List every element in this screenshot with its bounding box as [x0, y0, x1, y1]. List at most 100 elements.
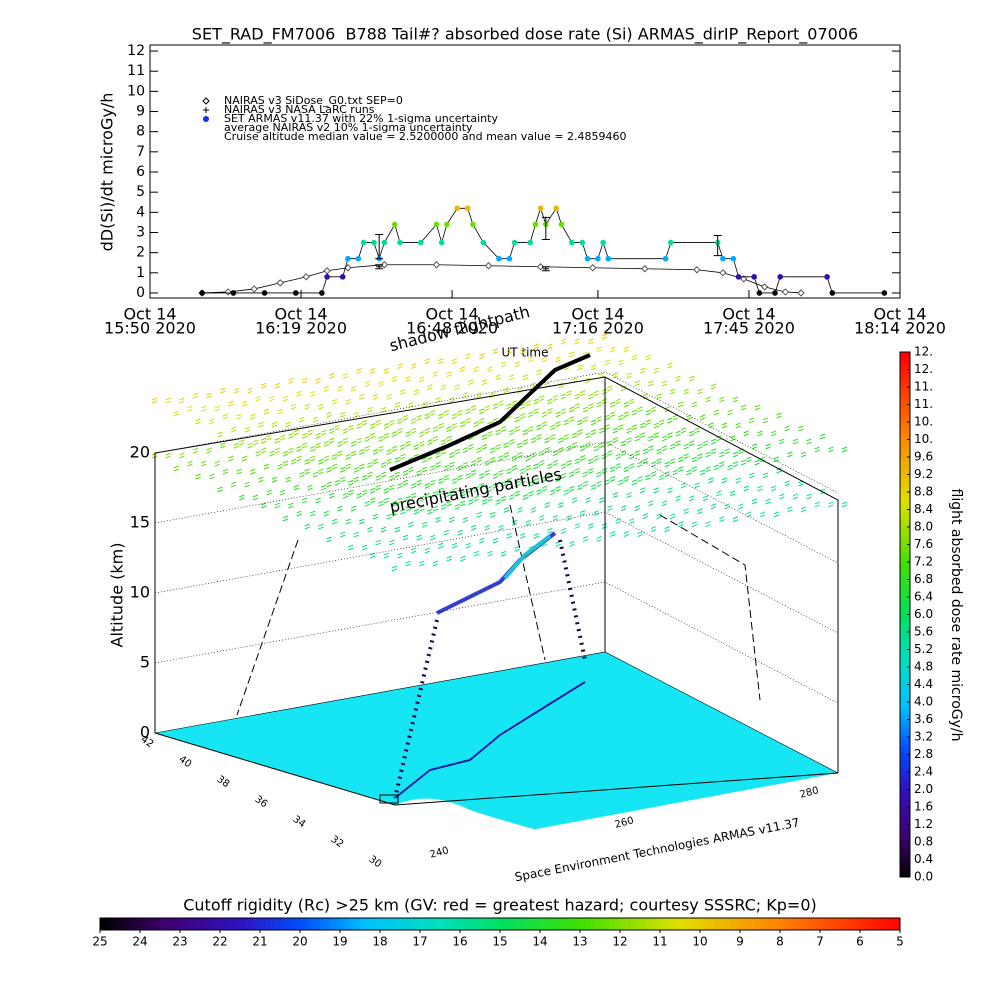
colorbar-tick-label: 4.4	[914, 677, 933, 691]
particle-dash	[339, 411, 346, 418]
colorbar-cell	[900, 672, 910, 678]
particle-dash	[721, 477, 728, 484]
colorbar-cell	[125, 918, 131, 930]
particle-dash	[301, 442, 308, 449]
colorbar-cell	[110, 918, 116, 930]
particle-dash	[517, 451, 523, 458]
particle-dash	[579, 510, 586, 516]
particle-dash	[361, 544, 368, 551]
particle-dash	[500, 481, 507, 487]
particle-dash	[729, 490, 736, 497]
particle-dash	[582, 535, 589, 542]
colorbar-cell	[900, 478, 910, 484]
particle-dash	[465, 472, 471, 479]
colorbar-cell	[900, 814, 910, 820]
particle-dash	[776, 412, 782, 419]
particle-dash	[299, 471, 305, 478]
particle-dash	[773, 456, 780, 463]
particle-dash	[514, 426, 520, 432]
data-point	[344, 264, 352, 272]
particle-dash	[424, 413, 430, 420]
particle-dash	[383, 432, 390, 439]
colorbar-cell	[900, 425, 910, 432]
x-tick-label: 17:45 2020	[703, 319, 795, 338]
particle-dash	[372, 448, 379, 455]
colorbar-cell	[900, 609, 910, 615]
data-point	[319, 290, 325, 296]
particle-dash	[675, 440, 681, 447]
colorbar-cell	[640, 918, 646, 930]
particle-dash	[533, 532, 540, 539]
particle-dash	[356, 422, 362, 429]
particle-dash	[566, 515, 572, 521]
particle-dash	[637, 406, 643, 413]
particle-dash	[443, 474, 450, 481]
particle-dash	[372, 393, 379, 400]
particle-dash	[828, 446, 834, 453]
particle-dash	[770, 430, 777, 437]
particle-dash	[593, 510, 600, 517]
colorbar-tick-label: 15	[492, 935, 507, 949]
particle-dash	[593, 455, 600, 462]
colorbar-cell	[130, 918, 136, 930]
colorbar-cell	[900, 798, 910, 804]
colorbar-cell	[695, 918, 701, 930]
data-point	[537, 205, 544, 212]
particle-dash	[419, 495, 425, 502]
colorbar-cell	[900, 362, 910, 369]
particle-dash	[459, 366, 466, 373]
colorbar-cell	[260, 918, 266, 930]
colorbar-cell	[715, 918, 721, 930]
particle-dash	[552, 395, 559, 402]
colorbar-cell	[585, 918, 591, 930]
particle-dash	[664, 471, 670, 478]
particle-dash	[541, 411, 548, 418]
colorbar-cell	[375, 918, 381, 930]
colorbar-cell	[900, 630, 910, 636]
particle-dash	[661, 445, 668, 452]
particle-dash	[421, 401, 428, 408]
particle-dash	[337, 385, 343, 392]
particle-dash	[394, 526, 400, 533]
particle-dash	[585, 497, 591, 504]
particle-dash	[607, 440, 613, 447]
particle-dash	[492, 403, 499, 410]
particle-dash	[285, 476, 291, 483]
particle-dash	[489, 392, 496, 399]
colorbar-cell	[900, 845, 910, 852]
data-point	[360, 239, 367, 246]
particle-dash	[506, 477, 512, 484]
particle-dash	[689, 430, 695, 437]
particle-dash	[429, 534, 436, 541]
colorbar-cell	[740, 918, 746, 930]
particle-dash	[438, 542, 444, 549]
particle-dash	[498, 524, 504, 531]
particle-dash	[623, 346, 630, 353]
colorbar-cell	[900, 509, 910, 516]
particle-dash	[492, 482, 499, 489]
particle-dash	[509, 429, 515, 436]
particle-dash	[399, 508, 406, 515]
particle-dash	[740, 404, 747, 411]
colorbar-cell	[410, 918, 416, 930]
particle-dash	[416, 534, 422, 541]
particle-dash	[334, 479, 340, 486]
particle-dash	[631, 354, 638, 361]
particle-dash	[446, 426, 452, 433]
particle-dash	[326, 481, 332, 488]
particle-dash	[544, 502, 550, 508]
particle-dash	[544, 447, 550, 453]
particle-dash	[547, 527, 553, 534]
particle-dash	[405, 505, 411, 512]
particle-dash	[609, 466, 616, 473]
data-point	[506, 255, 513, 262]
particle-dash	[757, 430, 763, 437]
colorbar-cell	[620, 918, 626, 930]
colorbar-cell	[900, 588, 910, 594]
particle-dash	[337, 450, 343, 457]
colorbar-cell	[900, 688, 910, 694]
colorbar-cell	[510, 918, 516, 930]
particle-dash	[642, 458, 649, 465]
particle-dash	[200, 405, 207, 412]
colorbar-cell	[810, 918, 816, 930]
